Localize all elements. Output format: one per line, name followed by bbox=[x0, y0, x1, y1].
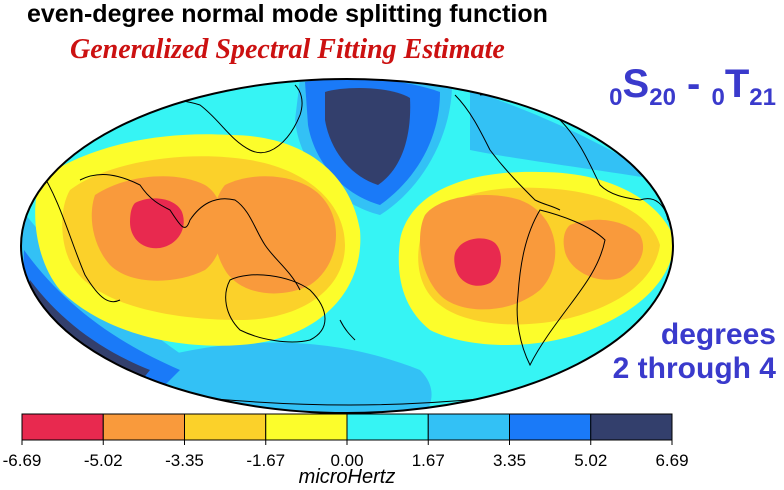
coast-south-america bbox=[516, 209, 606, 367]
degrees-line-1: degrees bbox=[660, 318, 776, 351]
colorbar-segment bbox=[509, 413, 592, 441]
field-pos-3-npacific bbox=[325, 88, 411, 185]
colorbar bbox=[21, 413, 673, 445]
colorbar-tick-label: -1.67 bbox=[246, 451, 286, 470]
mode-label: 0S20 - 0T21 bbox=[609, 62, 776, 112]
globe-outline bbox=[20, 78, 674, 414]
coast-africa-east bbox=[39, 169, 121, 303]
colorbar-unit: microHertz bbox=[298, 466, 396, 488]
colorbar-tick-label: -6.69 bbox=[2, 451, 42, 470]
field-pos-1-northatlantic bbox=[470, 90, 660, 180]
colorbar-tick-label: -3.35 bbox=[165, 451, 204, 470]
colorbar-tick-label: -5.02 bbox=[83, 451, 123, 470]
colorbar-segment bbox=[102, 413, 185, 441]
mode-right-letter: T bbox=[724, 62, 750, 106]
mode-left-letter: S bbox=[622, 62, 650, 106]
mode-left-prefix: 0 bbox=[609, 84, 623, 111]
colorbar-segment bbox=[21, 413, 104, 441]
colorbar-segment bbox=[265, 413, 348, 441]
mode-left-index: 20 bbox=[649, 84, 676, 111]
colorbar-segment bbox=[427, 413, 510, 441]
map-title: even-degree normal mode splitting functi… bbox=[27, 0, 548, 28]
field-neg-3-atlantic bbox=[563, 219, 644, 280]
mode-right-prefix: 0 bbox=[711, 84, 725, 111]
colorbar-tick-label: 6.69 bbox=[655, 451, 689, 470]
colorbar-segment bbox=[590, 413, 673, 441]
coast-australia bbox=[225, 274, 326, 343]
colorbar-segment bbox=[184, 413, 267, 441]
coast-new-zealand bbox=[339, 319, 356, 341]
degrees-label: degrees 2 through 4 bbox=[613, 318, 776, 386]
coast-north-america-west bbox=[454, 94, 561, 211]
colorbar-tick-label: 1.67 bbox=[411, 451, 445, 470]
colorbar-tick-label: 5.02 bbox=[574, 451, 608, 470]
colorbar-tick-label: 3.35 bbox=[492, 451, 527, 470]
coast-south-asia bbox=[79, 174, 301, 291]
degrees-line-2: 2 through 4 bbox=[612, 352, 776, 385]
mode-separator: - bbox=[687, 62, 701, 106]
field-neg-4-samerica bbox=[454, 238, 502, 286]
splitting-field bbox=[21, 79, 673, 413]
mode-right-index: 21 bbox=[749, 84, 776, 111]
colorbar-segment bbox=[346, 413, 429, 441]
map-subtitle: Generalized Spectral Fitting Estimate bbox=[70, 34, 505, 65]
field-neg-3-wpacific bbox=[212, 176, 337, 294]
colorbar-tick-label: 0.00 bbox=[330, 451, 364, 470]
